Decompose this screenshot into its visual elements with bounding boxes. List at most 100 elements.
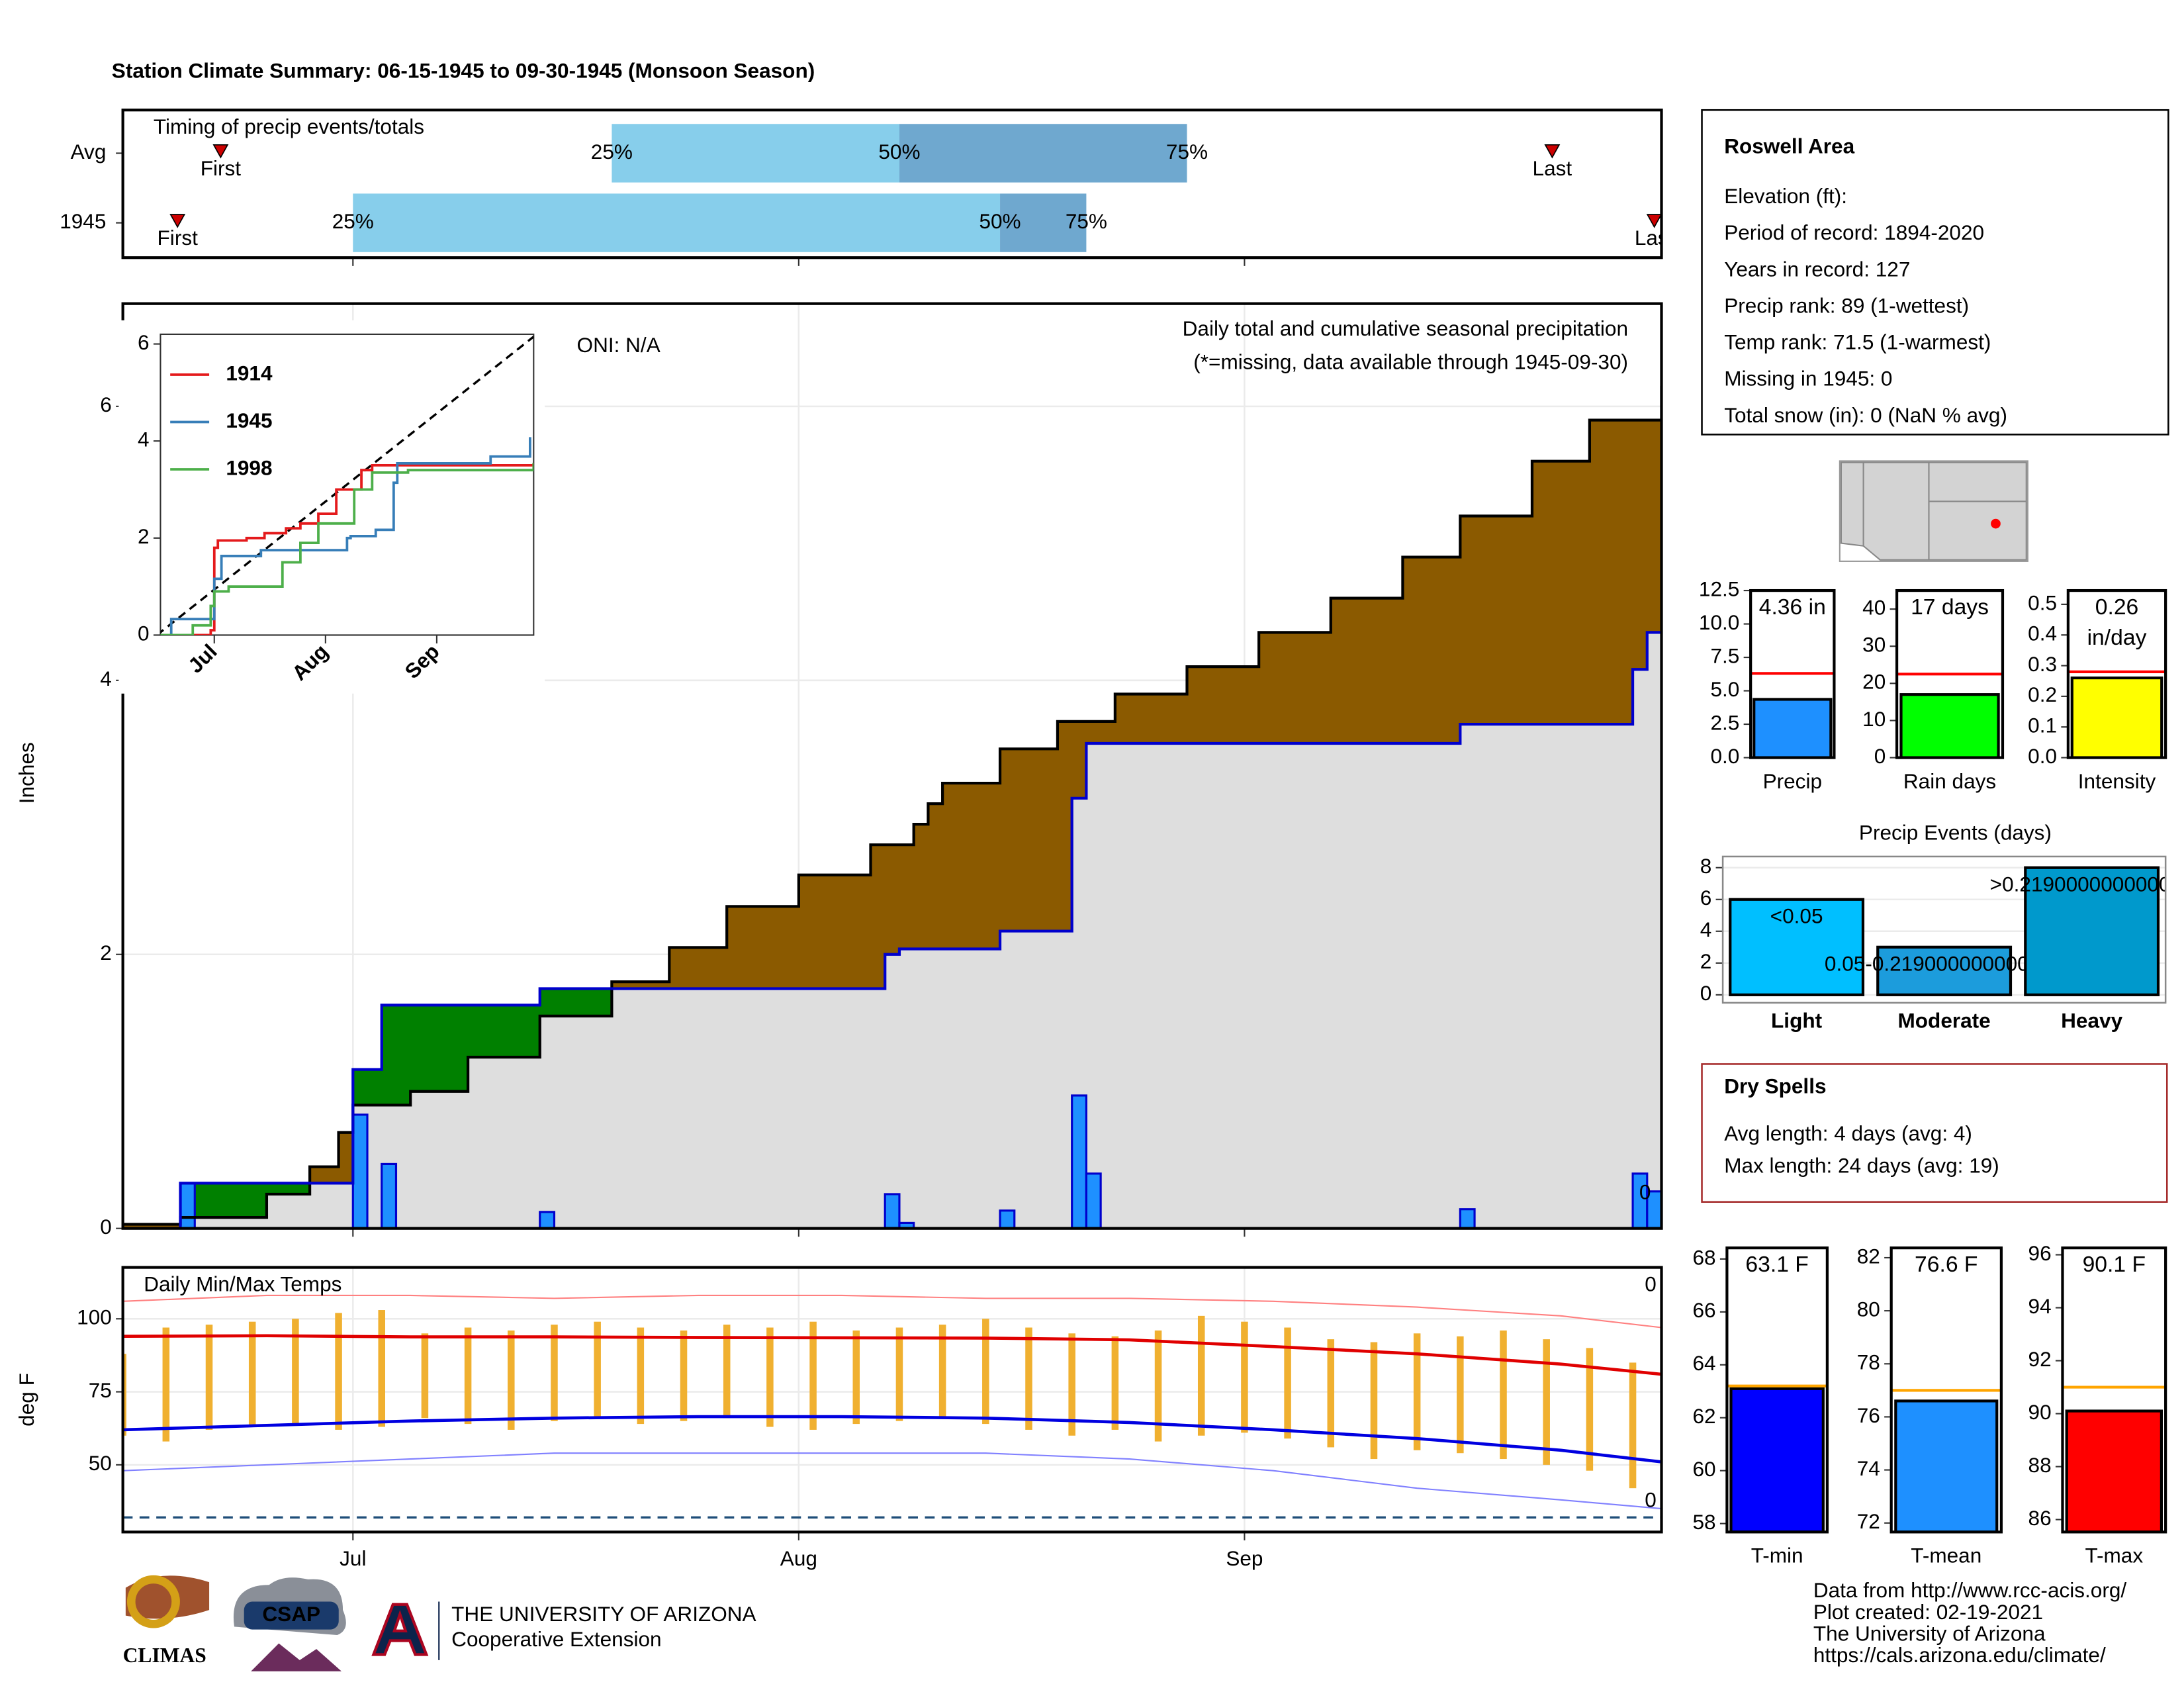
daily-bar bbox=[179, 1182, 196, 1229]
temp-range-bar bbox=[205, 1325, 213, 1430]
logo-text: CLIMAS bbox=[123, 1644, 206, 1667]
legend-label: 1945 bbox=[226, 408, 272, 432]
y-tick-label: 0 bbox=[100, 1215, 112, 1239]
panel-frame bbox=[1725, 1246, 1829, 1534]
y-tick-label: 10 bbox=[1862, 707, 1886, 731]
temp-range-bar bbox=[1500, 1330, 1507, 1460]
plot-area bbox=[122, 1294, 1662, 1519]
csap-mountains bbox=[251, 1643, 341, 1671]
plot-area: 63.1 F bbox=[1727, 1254, 1827, 1532]
event-marker bbox=[212, 144, 229, 159]
panel-title: Timing of precip events/totals bbox=[154, 115, 424, 138]
y-tick-label: 2.5 bbox=[1710, 710, 1739, 734]
y-tick-label: 6 bbox=[100, 393, 112, 416]
temp-range-bar bbox=[637, 1327, 645, 1425]
value-label: 17 days bbox=[1911, 596, 1989, 620]
dry-spells-line: Avg length: 4 days (avg: 4) bbox=[1724, 1121, 1972, 1145]
value-label-box: 63.1 F bbox=[1745, 1254, 1808, 1278]
y-tick-label: 62 bbox=[1692, 1404, 1715, 1428]
temp-range-bar bbox=[1197, 1315, 1205, 1436]
station-info: Years in record: 127 bbox=[1724, 257, 1910, 281]
temp-range-bar bbox=[421, 1333, 429, 1419]
panel-frame bbox=[2061, 1246, 2167, 1534]
quartile-bar bbox=[1000, 193, 1087, 252]
y-tick-label: 80 bbox=[1857, 1297, 1880, 1321]
temp-range-bar bbox=[766, 1327, 774, 1427]
y-tick-label: 8 bbox=[1700, 854, 1712, 878]
category-label: Rain days bbox=[1903, 769, 1996, 793]
credit-line: Plot created: 02-19-2021 bbox=[1813, 1600, 2043, 1624]
y-tick-label: 30 bbox=[1862, 633, 1886, 657]
bar bbox=[1876, 945, 2013, 996]
value-label-box: 90.1 F bbox=[2082, 1253, 2146, 1278]
y-tick-label: 2 bbox=[100, 941, 112, 964]
temp-range-bar bbox=[122, 1354, 126, 1436]
temp-range-bar bbox=[594, 1321, 601, 1419]
temp-range-bar bbox=[1111, 1336, 1119, 1430]
quartile-label: 25% bbox=[332, 209, 374, 233]
y-tick-label: 58 bbox=[1692, 1510, 1715, 1534]
quartile-label: 75% bbox=[1066, 209, 1107, 233]
y-tick-label: 0.3 bbox=[2028, 652, 2057, 676]
bar bbox=[1752, 698, 1833, 758]
temp-range-bar bbox=[1241, 1321, 1248, 1433]
range-label: >0.219000000000000 bbox=[1990, 872, 2184, 896]
climas-logo-ring bbox=[126, 1575, 180, 1628]
y-tick-label: 86 bbox=[2028, 1506, 2052, 1530]
credit-line: Data from http://www.rcc-acis.org/ bbox=[1813, 1578, 2127, 1602]
event-marker bbox=[1646, 214, 1662, 228]
logo-text: Cooperative Extension bbox=[451, 1627, 661, 1651]
plot-area: 0.26 in/day bbox=[2068, 596, 2166, 758]
temp-range-bar bbox=[378, 1310, 386, 1427]
legend-label: 1914 bbox=[226, 361, 273, 385]
y-tick-label: 66 bbox=[1692, 1298, 1715, 1322]
temp-range-bar bbox=[292, 1319, 299, 1425]
daily-bar bbox=[1459, 1208, 1476, 1229]
y-tick-label: 20 bbox=[1862, 670, 1886, 694]
y-tick-label: 2 bbox=[1700, 949, 1712, 973]
y-tick-label: 5.0 bbox=[1710, 677, 1739, 701]
y-tick-label: 72 bbox=[1857, 1509, 1880, 1533]
value-label: 0.26 in/day bbox=[2087, 596, 2147, 651]
x-tick-label: Jul bbox=[340, 1546, 366, 1570]
location-map bbox=[1839, 460, 2028, 562]
event-label: Last bbox=[1635, 226, 1674, 250]
temp-range-bar bbox=[1327, 1339, 1335, 1448]
panel-frame bbox=[1721, 855, 2167, 1004]
y-tick-label: 0.1 bbox=[2028, 714, 2057, 737]
y-tick-label: 76 bbox=[1857, 1403, 1880, 1427]
common-area bbox=[122, 632, 1662, 1229]
station-info: Temp rank: 71.5 (1-warmest) bbox=[1724, 330, 1991, 354]
y-tick-label: 0.0 bbox=[2028, 744, 2057, 768]
value-label: 90.1 F bbox=[2082, 1253, 2146, 1278]
event-label: First bbox=[201, 156, 242, 180]
plot-area: 76.6 F bbox=[1891, 1254, 2001, 1532]
plot-area: 25% 50% 75% First Last 25% 50% 75% First Last bbox=[158, 124, 1674, 252]
record-high-count: 0 bbox=[1645, 1272, 1657, 1295]
y-tick-label: 0.4 bbox=[2028, 622, 2057, 645]
temp-range-bar bbox=[1068, 1333, 1075, 1436]
event-label: First bbox=[158, 226, 199, 250]
category-label: T-max bbox=[2085, 1544, 2143, 1568]
plot-area: 4.36 in bbox=[1751, 596, 1835, 758]
map-states bbox=[1840, 461, 2027, 561]
station-info: Missing in 1945: 0 bbox=[1724, 367, 1892, 391]
daily-bar bbox=[1085, 1172, 1102, 1229]
bar bbox=[1729, 898, 1865, 996]
y-tick-label: 94 bbox=[2028, 1294, 2052, 1318]
map-borders bbox=[1862, 462, 2026, 560]
y-tick-label: 0 bbox=[1700, 981, 1712, 1005]
category-label: Light bbox=[1771, 1009, 1823, 1033]
average-line bbox=[160, 336, 534, 634]
temp-range-bar bbox=[335, 1313, 342, 1430]
missing-count: 0 bbox=[1639, 1180, 1651, 1203]
y-tick-label: 0 bbox=[1874, 744, 1886, 768]
logo-text: CSAP bbox=[262, 1602, 320, 1626]
y-tick-label: 0.2 bbox=[2028, 682, 2057, 706]
temp-range-bar bbox=[1543, 1339, 1550, 1465]
temp-range-bar bbox=[1154, 1330, 1162, 1442]
row-label: Avg bbox=[71, 140, 107, 164]
y-tick-label: 78 bbox=[1857, 1350, 1880, 1374]
temp-range-bar bbox=[1457, 1336, 1464, 1454]
